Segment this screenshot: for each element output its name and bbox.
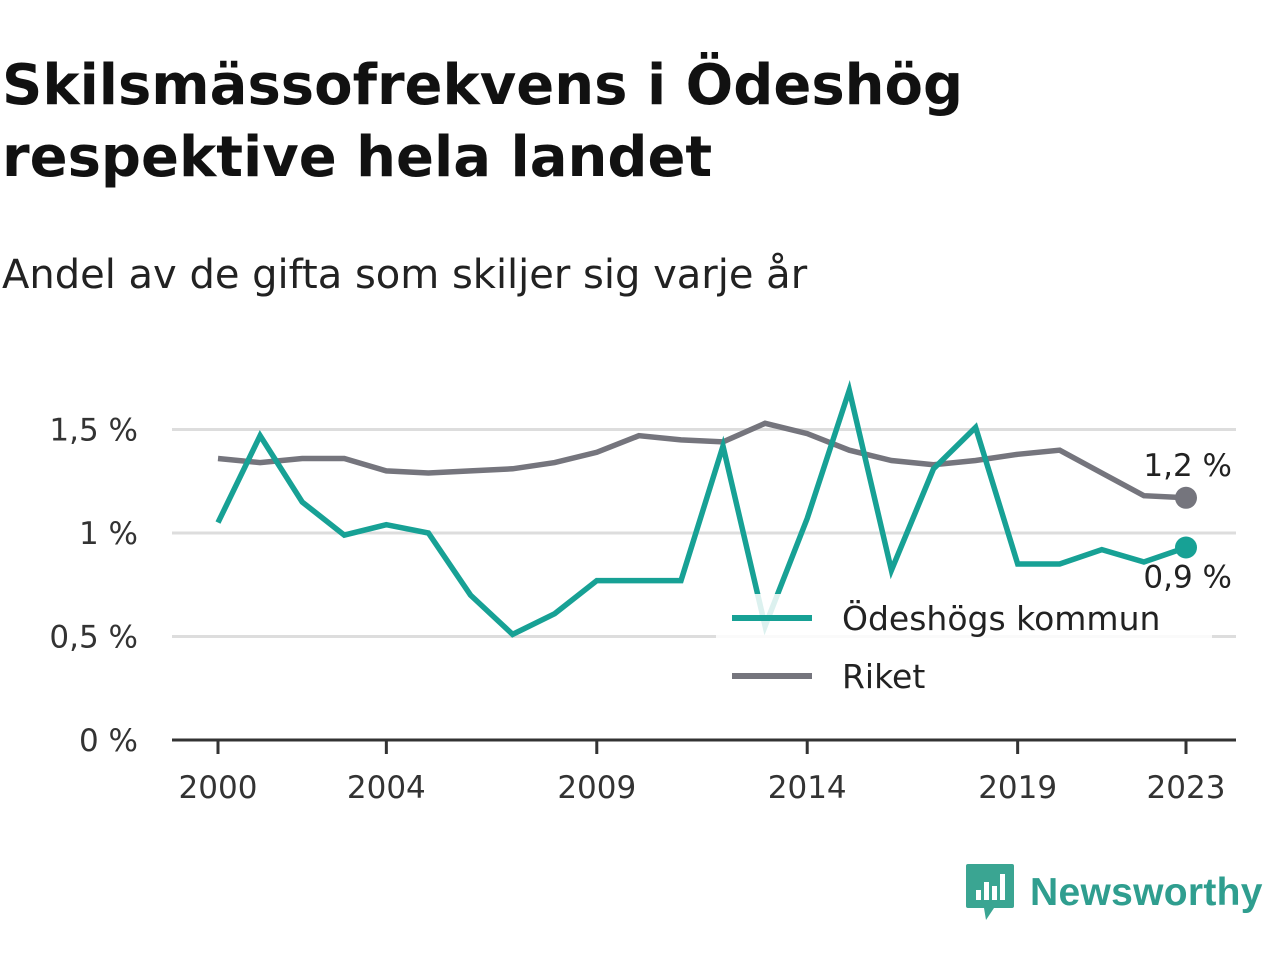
x-tick-label: 2009 [557,770,636,806]
legend: Ödeshögs kommun Riket [716,594,1212,706]
endpoint-odeshogs-kommun [1175,536,1197,559]
y-tick-label: 0,5 % [49,620,138,656]
chart-subtitle: Andel av de gifta som skiljer sig varje … [2,252,808,298]
y-tick-label: 1,5 % [49,413,138,449]
series-lines [215,380,1197,638]
line-odeshogs-kommun [215,380,1187,638]
newsworthy-logo-icon [966,864,1014,920]
chart-title: Skilsmässofrekvens i Ödeshög respektive … [2,53,964,190]
x-tick-label: 2000 [179,770,258,806]
legend-label: Riket [842,657,925,696]
legend-label: Ödeshögs kommun [842,598,1160,638]
newsworthy-logo: Newsworthy [964,862,1263,924]
y-tick-label: 0 % [79,723,138,759]
y-tick-label: 1 % [79,516,138,552]
end-label-odeshogs-kommun: 0,9 % [1143,559,1232,595]
x-tick-label: 2014 [768,770,847,806]
x-tick-label: 2019 [978,770,1057,806]
legend-background [716,594,1212,706]
x-tick-label: 2023 [1147,770,1226,806]
axes: 0 % 0,5 % 1 % 1,5 % 2000 2004 2009 2014 2019 2023 [49,413,1236,806]
endpoint-riket [1175,486,1197,509]
end-labels: 1,2 % 0,9 % [1143,448,1232,596]
x-tick-label: 2004 [347,770,426,806]
brand-name: Newsworthy [1030,871,1263,914]
line-riket [217,420,1187,501]
end-label-riket: 1,2 % [1143,448,1232,484]
